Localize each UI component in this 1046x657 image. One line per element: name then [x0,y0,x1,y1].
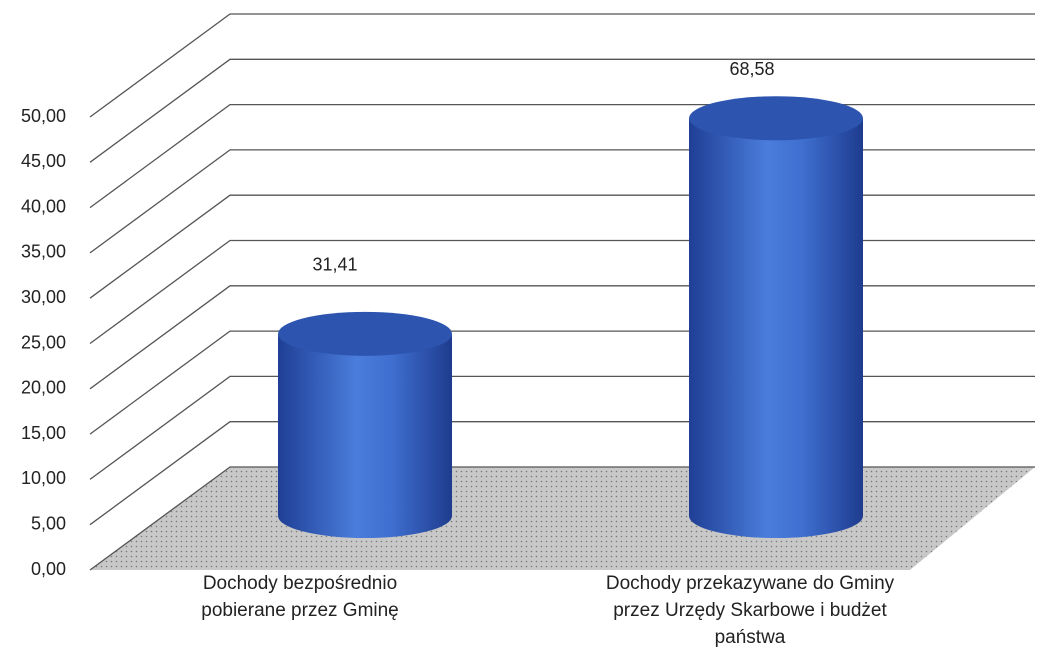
y-tick-label: 35,00 [21,242,66,262]
x-tick-label: Dochody bezpośrednio pobierane przez Gmi… [201,573,399,621]
y-tick-label: 5,00 [31,513,66,533]
grid-line [89,330,1035,435]
bar [689,96,863,539]
grid-line [89,149,1035,254]
grid-line [89,375,1035,480]
grid-line [89,103,1035,209]
y-tick-label: 45,00 [21,151,66,171]
grid-line [89,239,1035,345]
grid-line [89,58,1035,163]
grid-line [89,194,1035,299]
data-label: 31,41 [312,255,357,275]
y-tick-label: 40,00 [21,196,66,216]
grid-line [89,13,1035,118]
y-tick-label: 30,00 [21,287,66,307]
floor [90,467,1035,570]
bar [278,311,452,538]
x-tick-label: Dochody przekazywane do Gminy przez Urzę… [605,573,895,648]
grid-line [89,285,1035,390]
y-tick-label: 10,00 [21,468,66,488]
y-tick-label: 50,00 [21,106,66,126]
y-tick-label: 25,00 [21,332,66,352]
y-tick-label: 20,00 [21,378,66,398]
data-label: 68,58 [729,59,774,79]
y-tick-label: 0,00 [31,559,66,579]
y-tick-label: 15,00 [21,423,66,443]
